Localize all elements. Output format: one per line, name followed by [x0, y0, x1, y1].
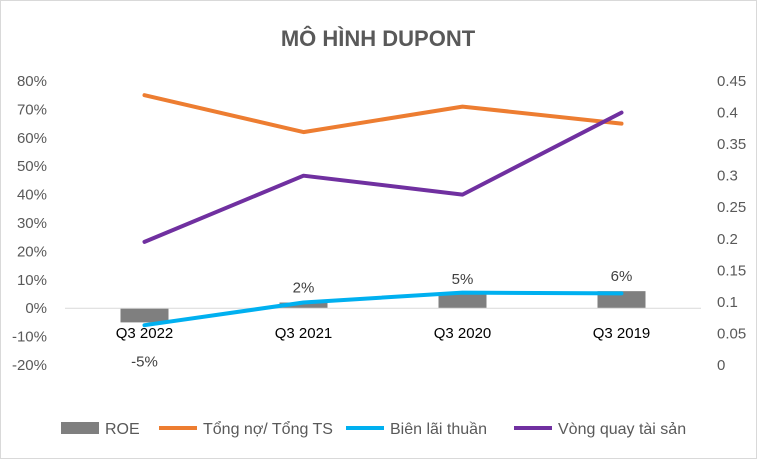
left-tick-label: 0%	[25, 300, 47, 317]
right-tick-label: 0	[717, 357, 725, 374]
roe-bar	[597, 291, 646, 309]
chart-title: MÔ HÌNH DUPONT	[281, 26, 476, 51]
right-tick-label: 0.1	[717, 294, 738, 311]
left-tick-label: -20%	[12, 357, 47, 374]
roe-data-label: 5%	[452, 271, 474, 288]
legend-label: Tổng nợ/ Tổng TS	[203, 420, 333, 438]
legend-swatch-roe	[61, 422, 99, 434]
left-tick-label: 40%	[17, 187, 47, 204]
category-label: Q3 2021	[275, 325, 333, 342]
right-axis: 0 0.05 0.1 0.15 0.2 0.25 0.3 0.35 0.4 0.45	[717, 73, 746, 374]
asset-turnover-line	[142, 110, 624, 244]
category-labels: Q3 2022 Q3 2021 Q3 2020 Q3 2019	[116, 325, 651, 342]
left-tick-label: 20%	[17, 243, 47, 260]
net-margin-line	[142, 290, 624, 328]
left-tick-label: 70%	[17, 101, 47, 118]
right-tick-label: 0.4	[717, 105, 738, 122]
roe-data-label: 6%	[611, 268, 633, 285]
right-tick-label: 0.45	[717, 73, 746, 90]
bars-layer	[120, 291, 646, 323]
left-tick-label: -10%	[12, 329, 47, 346]
data-labels: -5% 2% 5% 6%	[131, 268, 632, 370]
left-tick-label: 50%	[17, 158, 47, 175]
roe-bar	[279, 302, 328, 309]
legend-label: ROE	[105, 421, 140, 438]
left-tick-label: 10%	[17, 272, 47, 289]
left-tick-label: 60%	[17, 130, 47, 147]
left-axis: -20% -10% 0% 10% 20% 30% 40% 50% 60% 70% 80%	[12, 73, 47, 374]
legend-label: Vòng quay tài sản	[558, 421, 686, 438]
lines-layer	[142, 93, 624, 328]
right-tick-label: 0.15	[717, 262, 746, 279]
roe-bar	[438, 294, 487, 309]
legend: ROE Tổng nợ/ Tổng TS Biên lãi thuần Vòng qu…	[61, 420, 686, 438]
left-tick-label: 30%	[17, 215, 47, 232]
roe-bar	[120, 308, 169, 323]
category-label: Q3 2019	[593, 325, 651, 342]
right-tick-label: 0.3	[717, 168, 738, 185]
category-label: Q3 2022	[116, 325, 174, 342]
left-tick-label: 80%	[17, 73, 47, 90]
debt-ratio-line	[142, 93, 624, 135]
right-tick-label: 0.05	[717, 325, 746, 342]
roe-data-label: 2%	[293, 280, 315, 297]
right-tick-label: 0.2	[717, 231, 738, 248]
right-tick-label: 0.35	[717, 136, 746, 153]
legend-label: Biên lãi thuần	[390, 421, 487, 438]
right-tick-label: 0.25	[717, 199, 746, 216]
category-label: Q3 2020	[434, 325, 492, 342]
roe-data-label: -5%	[131, 353, 158, 370]
